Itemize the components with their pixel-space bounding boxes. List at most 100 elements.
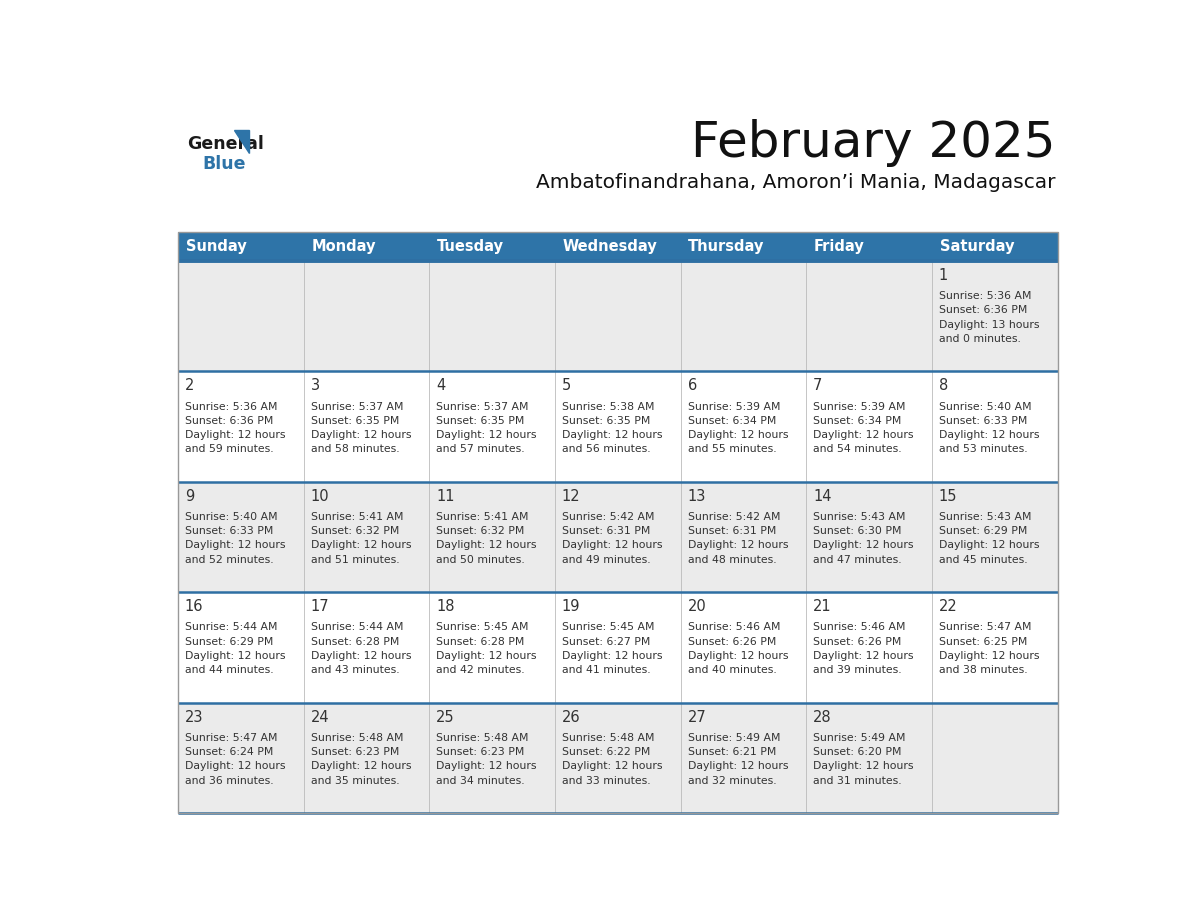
Text: Sunrise: 5:46 AM: Sunrise: 5:46 AM xyxy=(814,622,905,633)
Text: Sunset: 6:33 PM: Sunset: 6:33 PM xyxy=(939,416,1028,426)
Text: Sunrise: 5:40 AM: Sunrise: 5:40 AM xyxy=(939,401,1031,411)
Text: Saturday: Saturday xyxy=(940,239,1015,254)
Text: and 31 minutes.: and 31 minutes. xyxy=(814,776,902,786)
Text: 2: 2 xyxy=(185,378,195,394)
Text: Sunset: 6:34 PM: Sunset: 6:34 PM xyxy=(688,416,776,426)
Text: Daylight: 12 hours: Daylight: 12 hours xyxy=(939,541,1040,551)
Text: Sunset: 6:28 PM: Sunset: 6:28 PM xyxy=(436,636,525,646)
Text: Sunset: 6:20 PM: Sunset: 6:20 PM xyxy=(814,747,902,757)
Text: Sunset: 6:35 PM: Sunset: 6:35 PM xyxy=(436,416,525,426)
Text: Daylight: 12 hours: Daylight: 12 hours xyxy=(436,761,537,771)
Text: 22: 22 xyxy=(939,599,958,614)
Text: Daylight: 12 hours: Daylight: 12 hours xyxy=(436,651,537,661)
Text: Daylight: 12 hours: Daylight: 12 hours xyxy=(688,541,788,551)
Text: and 56 minutes.: and 56 minutes. xyxy=(562,444,651,454)
Text: Daylight: 12 hours: Daylight: 12 hours xyxy=(939,651,1040,661)
Bar xyxy=(178,261,1057,372)
Text: Sunset: 6:28 PM: Sunset: 6:28 PM xyxy=(310,636,399,646)
Text: Daylight: 12 hours: Daylight: 12 hours xyxy=(185,430,285,440)
Text: Sunrise: 5:36 AM: Sunrise: 5:36 AM xyxy=(939,291,1031,301)
Text: Sunset: 6:32 PM: Sunset: 6:32 PM xyxy=(436,526,525,536)
Text: 19: 19 xyxy=(562,599,581,614)
Text: Sunrise: 5:38 AM: Sunrise: 5:38 AM xyxy=(562,401,655,411)
Text: Monday: Monday xyxy=(311,239,375,254)
Text: 12: 12 xyxy=(562,489,581,504)
Text: 28: 28 xyxy=(814,710,832,724)
Text: Sunrise: 5:37 AM: Sunrise: 5:37 AM xyxy=(436,401,529,411)
Text: 1: 1 xyxy=(939,268,948,283)
Text: Daylight: 12 hours: Daylight: 12 hours xyxy=(185,541,285,551)
Text: Sunrise: 5:44 AM: Sunrise: 5:44 AM xyxy=(310,622,403,633)
Text: February 2025: February 2025 xyxy=(690,119,1055,167)
Text: Daylight: 12 hours: Daylight: 12 hours xyxy=(310,761,411,771)
Text: and 57 minutes.: and 57 minutes. xyxy=(436,444,525,454)
Text: Sunrise: 5:49 AM: Sunrise: 5:49 AM xyxy=(814,733,905,743)
Text: Daylight: 12 hours: Daylight: 12 hours xyxy=(939,430,1040,440)
Text: and 45 minutes.: and 45 minutes. xyxy=(939,554,1028,565)
Text: and 40 minutes.: and 40 minutes. xyxy=(688,666,776,675)
Text: and 51 minutes.: and 51 minutes. xyxy=(310,554,399,565)
Text: Sunrise: 5:39 AM: Sunrise: 5:39 AM xyxy=(814,401,905,411)
Text: Sunset: 6:35 PM: Sunset: 6:35 PM xyxy=(562,416,650,426)
Text: 26: 26 xyxy=(562,710,581,724)
Text: and 36 minutes.: and 36 minutes. xyxy=(185,776,273,786)
Text: 13: 13 xyxy=(688,489,706,504)
Text: Sunrise: 5:48 AM: Sunrise: 5:48 AM xyxy=(562,733,655,743)
Text: and 58 minutes.: and 58 minutes. xyxy=(310,444,399,454)
Text: Sunset: 6:21 PM: Sunset: 6:21 PM xyxy=(688,747,776,757)
Text: and 43 minutes.: and 43 minutes. xyxy=(310,666,399,675)
Text: Sunset: 6:32 PM: Sunset: 6:32 PM xyxy=(310,526,399,536)
Text: Sunrise: 5:46 AM: Sunrise: 5:46 AM xyxy=(688,622,781,633)
Text: Sunset: 6:35 PM: Sunset: 6:35 PM xyxy=(310,416,399,426)
Text: 15: 15 xyxy=(939,489,958,504)
Text: 4: 4 xyxy=(436,378,446,394)
Text: 14: 14 xyxy=(814,489,832,504)
Text: Sunrise: 5:45 AM: Sunrise: 5:45 AM xyxy=(562,622,655,633)
Text: Sunrise: 5:40 AM: Sunrise: 5:40 AM xyxy=(185,512,278,522)
Bar xyxy=(681,232,807,261)
Bar xyxy=(178,372,1057,482)
Text: Sunrise: 5:48 AM: Sunrise: 5:48 AM xyxy=(310,733,403,743)
Text: Daylight: 12 hours: Daylight: 12 hours xyxy=(562,651,663,661)
Text: Thursday: Thursday xyxy=(688,239,765,254)
Text: 6: 6 xyxy=(688,378,697,394)
Text: Daylight: 12 hours: Daylight: 12 hours xyxy=(185,651,285,661)
Text: Sunset: 6:31 PM: Sunset: 6:31 PM xyxy=(688,526,776,536)
Text: Friday: Friday xyxy=(814,239,865,254)
Text: Ambatofinandrahana, Amoron’i Mania, Madagascar: Ambatofinandrahana, Amoron’i Mania, Mada… xyxy=(536,174,1055,192)
Text: Sunrise: 5:42 AM: Sunrise: 5:42 AM xyxy=(688,512,781,522)
Text: Daylight: 13 hours: Daylight: 13 hours xyxy=(939,319,1040,330)
Text: Daylight: 12 hours: Daylight: 12 hours xyxy=(562,541,663,551)
Text: and 53 minutes.: and 53 minutes. xyxy=(939,444,1028,454)
Text: Daylight: 12 hours: Daylight: 12 hours xyxy=(688,651,788,661)
Text: Sunrise: 5:47 AM: Sunrise: 5:47 AM xyxy=(939,622,1031,633)
Text: 27: 27 xyxy=(688,710,707,724)
Text: Sunrise: 5:37 AM: Sunrise: 5:37 AM xyxy=(310,401,403,411)
Text: and 38 minutes.: and 38 minutes. xyxy=(939,666,1028,675)
Text: Sunrise: 5:44 AM: Sunrise: 5:44 AM xyxy=(185,622,278,633)
Text: 7: 7 xyxy=(814,378,822,394)
Text: 25: 25 xyxy=(436,710,455,724)
Bar xyxy=(807,232,931,261)
Text: 5: 5 xyxy=(562,378,571,394)
Text: and 47 minutes.: and 47 minutes. xyxy=(814,554,902,565)
Text: Daylight: 12 hours: Daylight: 12 hours xyxy=(436,430,537,440)
Bar xyxy=(429,232,555,261)
Bar xyxy=(555,232,681,261)
Text: and 52 minutes.: and 52 minutes. xyxy=(185,554,273,565)
Text: Sunrise: 5:41 AM: Sunrise: 5:41 AM xyxy=(436,512,529,522)
Text: Sunrise: 5:48 AM: Sunrise: 5:48 AM xyxy=(436,733,529,743)
Text: Blue: Blue xyxy=(202,155,246,174)
Bar xyxy=(304,232,429,261)
Text: Sunset: 6:23 PM: Sunset: 6:23 PM xyxy=(436,747,525,757)
Text: and 41 minutes.: and 41 minutes. xyxy=(562,666,651,675)
Text: Sunrise: 5:45 AM: Sunrise: 5:45 AM xyxy=(436,622,529,633)
Text: and 59 minutes.: and 59 minutes. xyxy=(185,444,273,454)
Text: Sunset: 6:30 PM: Sunset: 6:30 PM xyxy=(814,526,902,536)
Text: Daylight: 12 hours: Daylight: 12 hours xyxy=(688,761,788,771)
Text: Sunrise: 5:39 AM: Sunrise: 5:39 AM xyxy=(688,401,781,411)
Text: Sunrise: 5:42 AM: Sunrise: 5:42 AM xyxy=(562,512,655,522)
Text: Daylight: 12 hours: Daylight: 12 hours xyxy=(436,541,537,551)
Text: and 42 minutes.: and 42 minutes. xyxy=(436,666,525,675)
Text: Sunrise: 5:49 AM: Sunrise: 5:49 AM xyxy=(688,733,781,743)
